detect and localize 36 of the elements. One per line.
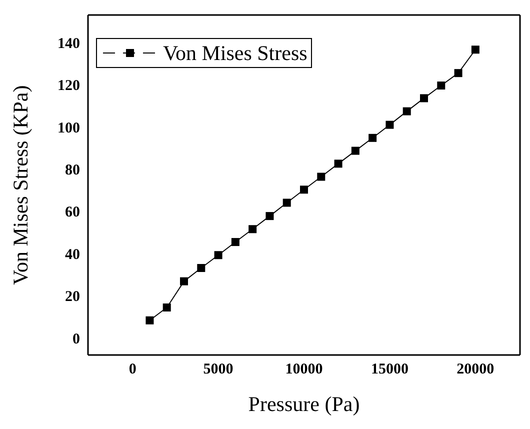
x-tick-label: 0 (128, 362, 136, 378)
y-tick-label: 80 (65, 162, 80, 178)
y-tick-label: 40 (65, 246, 80, 263)
x-tick-label: 15000 (370, 362, 408, 378)
point (231, 238, 240, 246)
point (266, 212, 274, 220)
point (420, 94, 428, 102)
point (146, 316, 154, 324)
y-tick-label: 60 (65, 204, 80, 221)
point (248, 225, 257, 234)
x-tick-label: 10000 (285, 362, 323, 378)
point (282, 198, 291, 207)
point (437, 82, 446, 90)
point (317, 172, 326, 181)
x-tick-label: 5000 (203, 362, 234, 378)
x-tick-label: 20000 (456, 362, 494, 378)
y-tick-label: 140 (58, 36, 80, 52)
point (197, 264, 206, 272)
point (334, 160, 342, 168)
point (214, 251, 222, 260)
point (471, 46, 480, 54)
point (454, 69, 462, 78)
y-axis-title: Von Mises Stress (KPa) (8, 85, 32, 285)
y-tick-label: 120 (58, 78, 80, 94)
point (402, 107, 411, 116)
point (386, 120, 394, 129)
point (368, 134, 377, 142)
point (351, 146, 360, 155)
point (180, 277, 188, 286)
legend-label: Von Mises Stress (163, 40, 308, 66)
point (300, 186, 308, 194)
point (162, 303, 171, 312)
x-axis-title: Pressure (Pa) (248, 392, 360, 416)
y-tick-label: 20 (65, 289, 80, 306)
y-tick-label: 0 (72, 331, 80, 348)
y-tick-label: 100 (58, 120, 80, 136)
